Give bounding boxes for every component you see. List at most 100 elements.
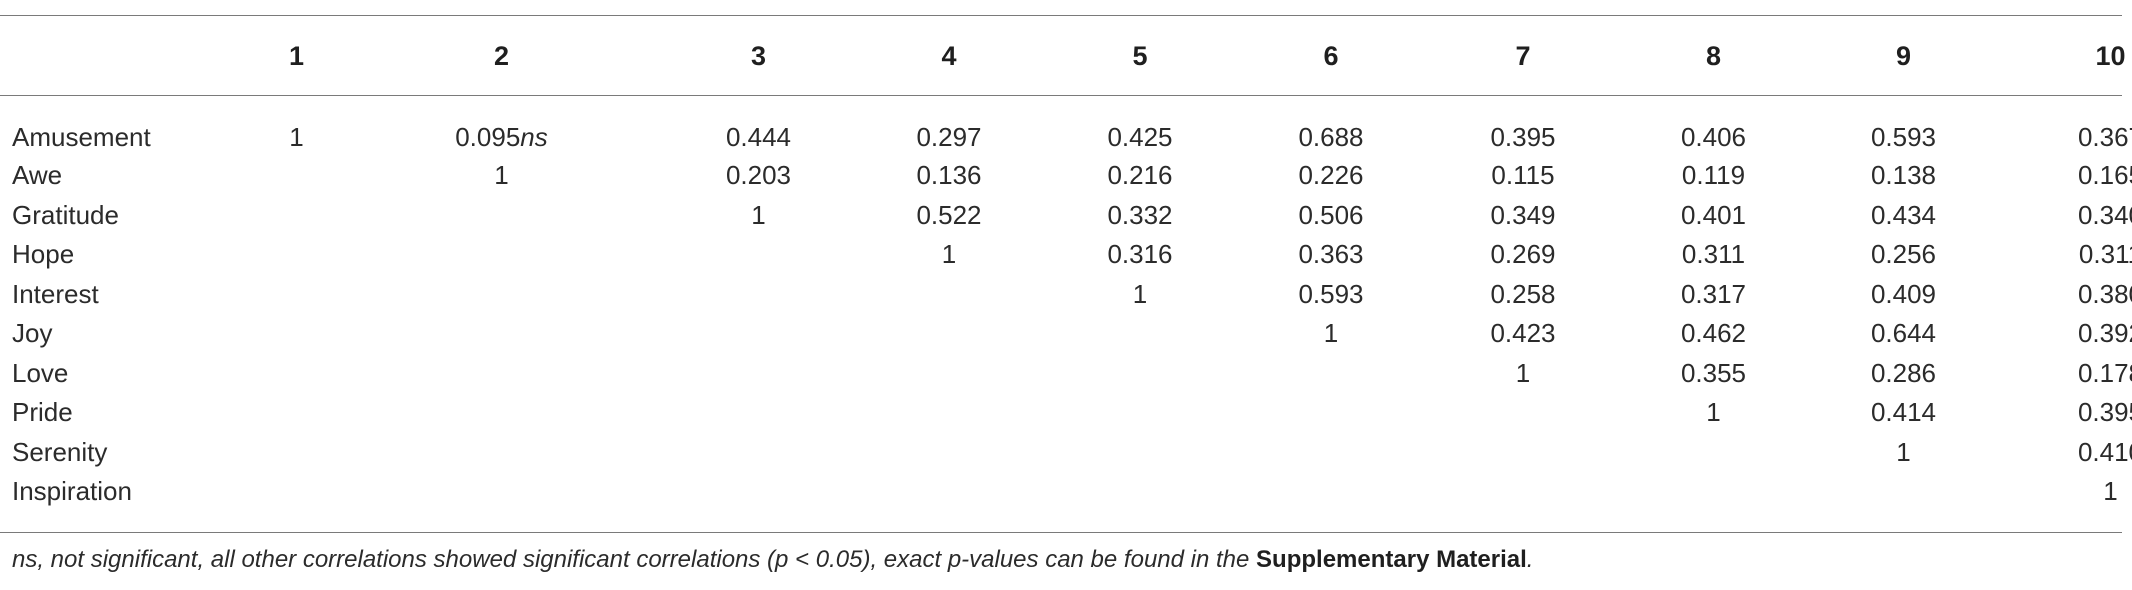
table-cell: 0.258: [1490, 278, 1556, 309]
table-cell: 1: [1323, 318, 1339, 349]
table-cell: 1: [941, 239, 957, 270]
table-cell: 0.316: [1107, 239, 1173, 270]
table-top-rule: [0, 15, 2122, 16]
column-header: 5: [1132, 40, 1148, 71]
table-cell: [339, 393, 664, 433]
table-cell: [664, 314, 853, 354]
table-cell: [664, 235, 853, 275]
row-label: Gratitude: [12, 199, 119, 230]
row-label: Pride: [12, 397, 73, 428]
footnote-text: ns, not significant, all other correlati…: [12, 546, 1257, 573]
supplementary-material-reference: Supplementary Material: [1256, 546, 1527, 573]
table-cell: [254, 196, 339, 236]
column-header: 8: [1705, 40, 1722, 71]
table-cell: 0.363: [1298, 239, 1364, 270]
table-cell: 0.423: [1490, 318, 1556, 349]
table-cell: [1427, 393, 1619, 433]
table-cell: 0.355: [1680, 357, 1747, 388]
table-cell: 0.414: [1870, 397, 1937, 428]
table-cell: [1045, 433, 1235, 473]
table-cell: 0.297: [916, 121, 982, 152]
table-cell: 0.138: [1870, 160, 1937, 191]
table-row: Pride 1 0.414 0.395: [0, 393, 2132, 433]
row-label: Amusement: [12, 121, 151, 152]
table-cell: [1045, 472, 1235, 512]
table-cell: [1619, 433, 1808, 473]
table-cell: [339, 235, 664, 275]
table-row: Serenity 1 0.410: [0, 433, 2132, 473]
cell-value: 0.095: [455, 121, 521, 152]
table-cell: [1235, 393, 1427, 433]
table-cell: 0.425: [1107, 121, 1173, 152]
table-cell: [254, 393, 339, 433]
table-cell: 0.203: [725, 160, 792, 191]
table-row: Awe 1 0.203 0.136 0.216 0.226 0.115 0.11…: [0, 156, 2132, 196]
table-cell: 0.286: [1870, 357, 1937, 388]
table-cell: [254, 314, 339, 354]
table-cell: 1: [751, 199, 766, 230]
table-cell: [339, 196, 664, 236]
table-cell: 0.522: [916, 199, 982, 230]
column-header: [0, 16, 254, 96]
table-cell: [1235, 433, 1427, 473]
table-cell: 0.256: [1870, 239, 1937, 270]
table-cell: [254, 275, 339, 315]
table-cell: [853, 393, 1045, 433]
table-cell: [1045, 393, 1235, 433]
table-cell: [254, 354, 339, 394]
table-cell: [1045, 354, 1235, 394]
table-cell: [664, 433, 853, 473]
table-cell: 0.095ns: [339, 96, 664, 156]
table-cell: 0.462: [1680, 318, 1747, 349]
table-cell: 0.434: [1870, 199, 1937, 230]
table-cell: 0.178: [2077, 357, 2132, 388]
table-cell: [853, 354, 1045, 394]
table-cell: 0.644: [1870, 318, 1937, 349]
row-label: Love: [12, 357, 69, 388]
table-cell: [1427, 433, 1619, 473]
table-cell: 0.311: [1681, 239, 1746, 270]
table-cell: 0.380: [2077, 278, 2132, 309]
table-cell: [664, 354, 853, 394]
table-row: Amusement 1 0.095ns 0.444 0.297 0.425 0.…: [0, 96, 2132, 156]
table-cell: 0.395: [2077, 397, 2132, 428]
row-label: Awe: [12, 160, 63, 191]
table-bottom-rule: [0, 532, 2122, 533]
table-cell: [254, 472, 339, 512]
table-cell: 0.410: [2077, 436, 2132, 467]
table-cell: 0.136: [916, 160, 982, 191]
table-cell: 0.444: [725, 121, 792, 152]
row-label: Inspiration: [12, 476, 132, 507]
table-cell: [664, 393, 853, 433]
column-header: 4: [941, 40, 957, 71]
table-cell: [339, 472, 664, 512]
column-header: 3: [750, 40, 767, 71]
table-cell: 1: [1896, 436, 1911, 467]
table-cell: [853, 472, 1045, 512]
table-cell: 0.269: [1490, 239, 1556, 270]
table-header-row: 1 2 3 4 5 6 7 8 9 10: [0, 16, 2132, 96]
table-header-rule: [0, 95, 2122, 96]
table-row: Love 1 0.355 0.286 0.178: [0, 354, 2132, 394]
table-row: Joy 1 0.423 0.462 0.644 0.392: [0, 314, 2132, 354]
row-label: Interest: [12, 278, 99, 309]
column-header: 10: [2095, 40, 2126, 71]
table-cell: 0.593: [1298, 278, 1364, 309]
table-cell: 0.409: [1870, 278, 1937, 309]
table-cell: 0.332: [1107, 199, 1173, 230]
ns-marker: ns: [520, 121, 548, 152]
table-row: Interest 1 0.593 0.258 0.317 0.409 0.380: [0, 275, 2132, 315]
table-cell: [1808, 472, 1999, 512]
table-cell: 0.340: [2077, 199, 2132, 230]
table-cell: 0.226: [1298, 160, 1364, 191]
table-cell: 0.406: [1680, 121, 1747, 152]
row-label: Serenity: [12, 436, 108, 467]
table-cell: [664, 472, 853, 512]
table-cell: [1235, 472, 1427, 512]
row-label: Joy: [12, 318, 53, 349]
table-cell: [853, 433, 1045, 473]
table-cell: 1: [1515, 357, 1531, 388]
column-header: 9: [1895, 40, 1912, 71]
table-row: Inspiration 1: [0, 472, 2132, 512]
